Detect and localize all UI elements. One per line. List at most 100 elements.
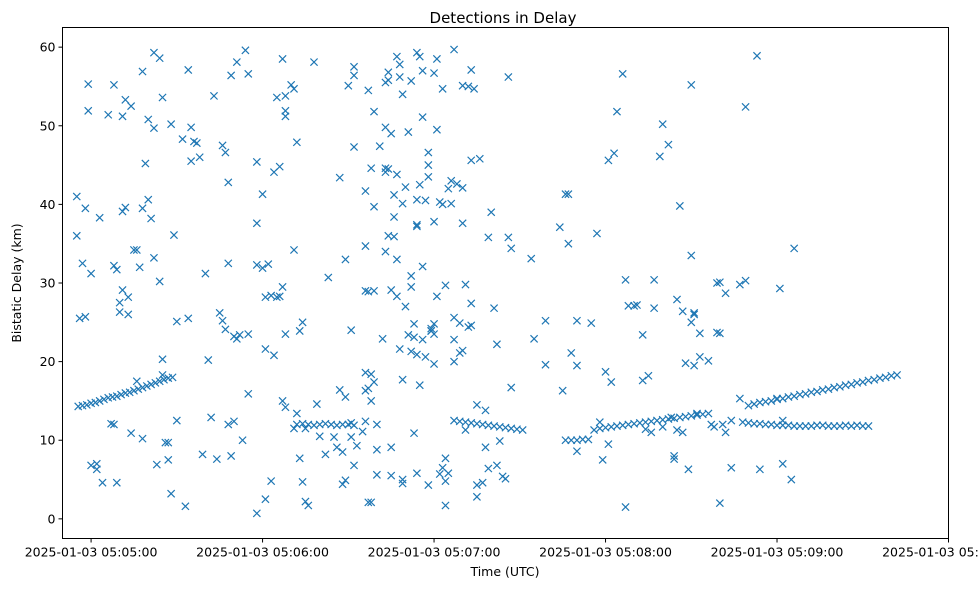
data-point <box>75 314 84 323</box>
data-point <box>138 204 147 213</box>
data-point <box>221 325 230 334</box>
data-point <box>164 438 173 447</box>
data-point <box>338 447 347 457</box>
data-point <box>312 400 321 409</box>
data-points <box>72 45 902 518</box>
data-point <box>278 54 287 63</box>
data-point <box>109 261 118 270</box>
data-point <box>650 275 659 284</box>
data-point <box>741 102 750 111</box>
data-point <box>421 196 430 205</box>
data-point <box>115 308 124 317</box>
data-point <box>704 409 713 418</box>
data-point <box>99 395 108 404</box>
data-point <box>235 330 244 339</box>
data-point <box>91 398 100 407</box>
data-point <box>452 179 461 188</box>
data-point <box>695 352 704 361</box>
data-point <box>441 281 450 290</box>
data-point <box>321 450 330 459</box>
data-point <box>741 276 750 285</box>
data-point <box>412 350 421 359</box>
y-tick-label: 20 <box>40 354 56 369</box>
data-point <box>472 492 481 501</box>
data-point <box>687 318 696 327</box>
data-point <box>638 330 647 339</box>
data-point <box>467 65 476 74</box>
data-point <box>401 183 410 192</box>
data-point <box>117 390 126 399</box>
data-point <box>87 461 96 470</box>
data-point <box>141 159 150 168</box>
data-point <box>372 470 381 479</box>
data-point <box>893 370 902 380</box>
data-point <box>387 471 396 480</box>
data-point <box>384 76 393 85</box>
data-point <box>258 190 267 199</box>
data-point <box>507 244 516 253</box>
data-point <box>398 479 407 488</box>
data-point <box>181 502 190 511</box>
data-point <box>261 293 270 302</box>
data-point <box>412 48 421 57</box>
data-point <box>490 304 499 313</box>
data-point <box>790 422 799 431</box>
data-point <box>390 232 399 241</box>
data-point <box>458 183 467 192</box>
data-point <box>432 292 441 301</box>
data-point <box>470 84 479 93</box>
data-point <box>438 84 447 93</box>
data-point <box>404 128 413 137</box>
chart-title: Detections in Delay <box>430 9 577 27</box>
data-point <box>201 269 210 278</box>
data-point <box>287 80 296 89</box>
data-point <box>187 157 196 166</box>
data-point <box>341 255 350 264</box>
data-point <box>372 445 381 454</box>
data-point <box>484 464 493 473</box>
data-point <box>258 264 267 273</box>
data-point <box>438 200 447 209</box>
data-point <box>301 497 310 506</box>
data-point <box>507 383 516 392</box>
data-point <box>410 429 419 438</box>
data-point <box>424 481 433 490</box>
data-point <box>304 501 313 510</box>
data-point <box>158 370 167 380</box>
data-point <box>127 102 136 111</box>
data-point <box>813 387 822 396</box>
data-point <box>407 271 416 280</box>
data-point <box>598 455 607 464</box>
data-point <box>72 192 81 201</box>
data-point <box>209 91 219 100</box>
data-point <box>450 45 459 54</box>
data-point <box>192 139 201 148</box>
data-point <box>121 95 130 104</box>
data-point <box>778 459 787 468</box>
data-point <box>441 477 450 486</box>
data-point <box>361 368 370 377</box>
data-point <box>412 195 421 204</box>
data-point <box>430 330 439 339</box>
data-point <box>564 239 573 248</box>
data-point <box>690 308 699 317</box>
data-point <box>398 199 407 208</box>
data-point <box>801 422 810 431</box>
data-point <box>604 440 613 449</box>
data-point <box>298 318 307 327</box>
data-point <box>229 417 239 426</box>
data-point <box>347 418 356 427</box>
data-point <box>134 385 143 394</box>
data-point <box>252 219 261 228</box>
data-point <box>492 461 501 470</box>
data-point <box>727 416 736 425</box>
data-point <box>430 359 439 368</box>
data-point <box>281 91 290 100</box>
data-point <box>567 436 576 445</box>
data-point <box>407 282 416 291</box>
axes: 2025-01-03 05:05:00 2025-01-03 05:06:00 20… <box>25 27 979 560</box>
x-axis-label: Time (UTC) <box>469 564 539 579</box>
data-point <box>664 140 673 149</box>
data-point <box>630 301 639 310</box>
data-point <box>801 389 810 398</box>
